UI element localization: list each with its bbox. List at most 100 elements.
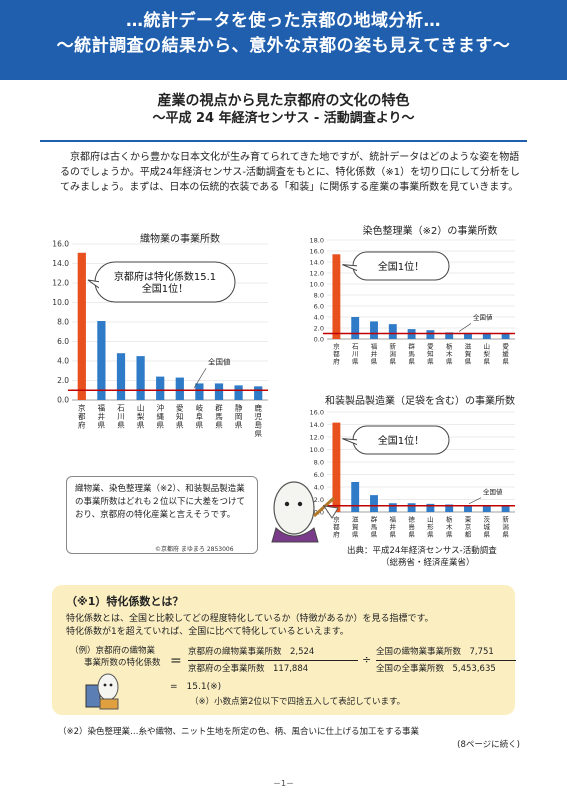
y-tick-label: 0.0 bbox=[57, 396, 69, 405]
analysis-note: 織物業、染色整理業（※2）、和装製品製造業の事業所数はどれも２位以下に大差をつけ… bbox=[66, 476, 258, 554]
reference-label: 全国値 bbox=[473, 313, 493, 322]
definition-body-1: 特化係数とは、全国と比較してどの程度特化しているか（特徴があるか）を見る指標です… bbox=[66, 614, 434, 624]
y-tick-label: 2.0 bbox=[314, 496, 324, 504]
banner-line-2: ～統計調査の結果から、意外な京都の姿も見えてきます～ bbox=[56, 36, 511, 56]
kyoto-numerator: 京都府の織物業事業所数 2,524 bbox=[188, 647, 315, 657]
source-line-1: 出典：平成24年経済センサス-活動調査 bbox=[347, 546, 497, 556]
x-tick-label: 京都府 bbox=[78, 403, 86, 430]
equals-sign: = bbox=[170, 653, 182, 669]
rounding-note: （※）小数点第2位以下で四捨五入して表記しています。 bbox=[190, 697, 406, 707]
bar-東京都 bbox=[464, 505, 472, 512]
x-tick-label: 栃木県 bbox=[446, 342, 453, 366]
y-tick-label: 14.0 bbox=[310, 259, 324, 267]
mascot-mini-icon bbox=[85, 673, 119, 710]
bar-京都府 bbox=[77, 252, 86, 400]
x-tick-label: 福井県 bbox=[98, 404, 106, 430]
source-line-2: （総務省・経済産業省） bbox=[381, 558, 475, 568]
x-tick-label: 群馬県 bbox=[215, 403, 223, 430]
page-number: －1－ bbox=[272, 779, 295, 788]
x-tick-label: 鹿児島県 bbox=[254, 403, 262, 439]
y-tick-label: 6.0 bbox=[57, 337, 69, 346]
fraction-bar bbox=[188, 660, 358, 661]
example-label-line-1: （例）京都府の織物業 bbox=[70, 646, 156, 656]
y-tick-label: 14.0 bbox=[52, 259, 69, 268]
example-formula: （例）京都府の織物業 事業所数の特化係数 = 京都府の織物業事業所数 2,524… bbox=[66, 645, 516, 715]
x-tick-label: 静岡県 bbox=[235, 403, 243, 430]
bar-愛知県 bbox=[175, 377, 184, 400]
bar-京都府 bbox=[332, 422, 341, 512]
footnote-dyeing-definition: （※2）染色整理業…糸や織物、ニット生地を所定の色、柄、風合いに仕上げる加工をす… bbox=[58, 727, 420, 737]
y-tick-label: 4.0 bbox=[314, 314, 324, 322]
callout-mask bbox=[99, 278, 105, 293]
x-tick-label: 新潟県 bbox=[502, 515, 509, 539]
kimono-chart: 0.02.04.06.08.010.012.014.016.0京都府滋賀県群馬県… bbox=[310, 409, 515, 539]
x-tick-label: 栃木県 bbox=[446, 515, 453, 539]
y-tick-label: 8.0 bbox=[314, 292, 324, 300]
callout-mask bbox=[357, 437, 363, 448]
example-label: （例）京都府の織物業 事業所数の特化係数 bbox=[70, 645, 161, 669]
x-tick-label: 山梨県 bbox=[484, 342, 491, 366]
y-tick-label: 2.0 bbox=[57, 376, 69, 385]
bar-山形県 bbox=[426, 503, 435, 512]
y-tick-label: 12.0 bbox=[52, 279, 69, 288]
page-subtitle: ～平成 24 年経済センサス - 活動調査より～ bbox=[152, 111, 415, 126]
bar-福井県 bbox=[388, 503, 397, 512]
bar-茨城県 bbox=[482, 505, 491, 512]
divide-sign: ÷ bbox=[362, 653, 372, 666]
national-numerator: 全国の織物業事業所数 7,751 bbox=[376, 647, 494, 657]
x-tick-label: 愛知県 bbox=[176, 403, 184, 430]
y-tick-label: 0.0 bbox=[314, 336, 324, 344]
reference-label: 全国値 bbox=[208, 356, 231, 366]
mascot-illustration bbox=[271, 481, 339, 543]
bar-京都府 bbox=[332, 254, 341, 339]
headline: 産業の視点から見た京都府の文化の特色 ～平成 24 年経済センサス - 活動調査… bbox=[0, 92, 567, 128]
y-tick-label: 12.0 bbox=[310, 434, 324, 442]
definition-body-2: 特化係数が1を超えていれば、全国に比べて特化しているといえます。 bbox=[66, 627, 349, 637]
definition-box: （※1）特化係数とは？ 特化係数とは、全国と比較してどの程度特化しているか（特徴… bbox=[52, 585, 516, 715]
intro-paragraph: 京都府は古くから豊かな日本文化が生み育てられてきた地ですが、統計データはどのよう… bbox=[60, 152, 520, 193]
y-tick-label: 16.0 bbox=[310, 248, 324, 256]
bar-岐阜県 bbox=[195, 383, 204, 400]
x-tick-label: 徳島県 bbox=[408, 515, 415, 539]
textile-chart-title: 織物業の事業所数 bbox=[140, 234, 220, 245]
x-tick-label: 群馬県 bbox=[371, 515, 378, 539]
x-tick-label: 群馬県 bbox=[408, 342, 415, 366]
reference-pointer bbox=[193, 368, 207, 389]
y-tick-label: 8.0 bbox=[57, 318, 69, 327]
y-tick-label: 18.0 bbox=[310, 237, 324, 245]
footnote: （※2）染色整理業…糸や織物、ニット生地を所定の色、柄、風合いに仕上げる加工をす… bbox=[58, 726, 520, 752]
y-tick-label: 16.0 bbox=[52, 240, 69, 249]
bar-福井県 bbox=[97, 321, 106, 400]
title-divider bbox=[40, 140, 527, 142]
fraction-kyoto: 京都府の織物業事業所数 2,524 京都府の全事業所数 117,884 bbox=[188, 645, 358, 676]
y-tick-label: 14.0 bbox=[310, 421, 324, 429]
callout-mask bbox=[357, 263, 363, 274]
x-tick-label: 茨城県 bbox=[484, 515, 491, 539]
result-value: = 15.1(※) bbox=[170, 682, 222, 692]
mascot-copyright: ©京都府 まゆまろ 2853006 bbox=[155, 546, 234, 553]
national-denominator: 全国の全事業所数 5,453,635 bbox=[376, 664, 496, 674]
header-banner: …統計データを使った京都の地域分析… ～統計調査の結果から、意外な京都の姿も見え… bbox=[0, 0, 567, 80]
bar-新潟県 bbox=[388, 324, 397, 339]
y-tick-label: 4.0 bbox=[314, 484, 324, 492]
y-tick-label: 8.0 bbox=[314, 459, 324, 467]
dyeing-chart: 0.0 2.0 4.0 6.0 8.0 10.0 12.0 14.0 16.0 18.0 京都府 石川… bbox=[310, 237, 515, 366]
textile-chart: 0.0 2.0 4.0 6.0 8.0 10.0 12.0 14.0 16.0 京都府 福井県 石川県… bbox=[52, 240, 268, 439]
x-tick-label: 京都府 bbox=[333, 515, 340, 539]
x-tick-label: 石川県 bbox=[117, 404, 125, 430]
bar-石川県 bbox=[116, 353, 126, 400]
callout-text: 全国1位！ bbox=[378, 260, 424, 273]
callout-text: 京都府は特化係数15.1 bbox=[114, 270, 216, 283]
x-tick-label: 新潟県 bbox=[390, 342, 397, 366]
bar-石川県 bbox=[351, 317, 360, 339]
bar-鹿児島県 bbox=[254, 386, 263, 400]
bar-福井県 bbox=[370, 321, 378, 339]
x-tick-label: 福井県 bbox=[371, 342, 378, 366]
continued-note: (8ページに続く) bbox=[457, 740, 520, 750]
y-tick-label: 10.0 bbox=[52, 298, 69, 307]
bar-徳島県 bbox=[407, 503, 416, 512]
kyoto-denominator: 京都府の全事業所数 117,884 bbox=[188, 664, 309, 674]
y-tick-label: 10.0 bbox=[310, 446, 324, 454]
y-tick-label: 4.0 bbox=[57, 357, 69, 366]
y-tick-label: 12.0 bbox=[310, 270, 324, 278]
